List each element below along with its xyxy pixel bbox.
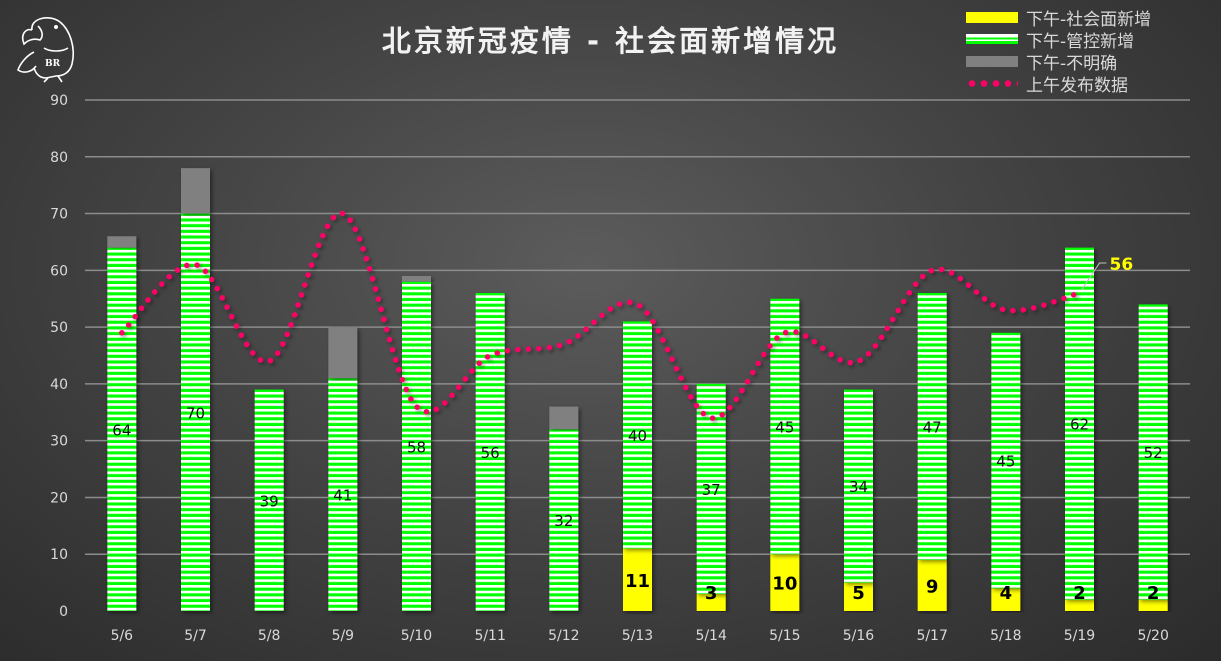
legend-swatch-gray (966, 55, 1018, 67)
bar-label-controlled: 58 (407, 438, 426, 456)
bar-label-controlled: 40 (628, 427, 647, 445)
bar-controlled (770, 298, 800, 555)
bar-social (991, 588, 1021, 611)
x-tick-label: 5/15 (769, 628, 800, 644)
bar-unclear (402, 276, 431, 282)
x-tick-label: 5/7 (184, 628, 207, 644)
bar-controlled (402, 281, 431, 611)
legend-label: 下午-社会面新增 (1026, 9, 1152, 30)
bar-label-controlled: 41 (333, 487, 352, 505)
y-tick-label: 10 (50, 547, 68, 563)
legend-item-morning: 上午发布数据 (966, 72, 1151, 96)
logo-text: BR (45, 59, 61, 69)
x-tick-label: 5/9 (332, 628, 355, 644)
line-morning-data (119, 210, 1083, 421)
y-tick-label: 80 (50, 150, 68, 166)
y-tick-label: 30 (50, 434, 68, 450)
bar-controlled (1138, 304, 1168, 600)
bar-label-social: 11 (625, 571, 650, 592)
y-tick-label: 40 (50, 377, 68, 393)
x-tick-label: 5/10 (401, 628, 432, 644)
x-tick-label: 5/16 (843, 628, 875, 644)
bar-controlled (254, 389, 284, 611)
y-tick-label: 0 (59, 604, 68, 620)
bar-social (623, 548, 652, 611)
x-tick-label: 5/20 (1137, 628, 1168, 644)
bar-controlled (917, 293, 947, 560)
x-tick-label: 5/11 (474, 628, 505, 644)
bar-label-controlled: 39 (260, 492, 279, 510)
legend-label: 上午发布数据 (1026, 75, 1128, 96)
bar-social (770, 554, 800, 611)
x-tick-label: 5/8 (258, 628, 281, 644)
x-tick-label: 5/18 (990, 628, 1021, 644)
y-tick-label: 90 (50, 93, 68, 109)
bar-label-social: 9 (926, 576, 939, 597)
end-label-leader (1081, 262, 1107, 291)
x-tick-label: 5/13 (622, 628, 653, 644)
legend-label: 下午-不明确 (1026, 53, 1118, 74)
chart-title: 北京新冠疫情 - 社会面新增情况 (381, 24, 840, 58)
bar-unclear (181, 168, 210, 214)
bar-controlled (328, 378, 358, 611)
bar-label-controlled: 62 (1070, 416, 1089, 434)
bar-social (1138, 599, 1168, 611)
legend-item-social: 下午-社会面新增 (966, 6, 1152, 30)
bar-label-controlled: 32 (554, 512, 573, 530)
bar-controlled (475, 293, 505, 611)
bar-unclear (328, 327, 358, 379)
bar-social (696, 593, 726, 611)
bar-label-social: 4 (1000, 583, 1013, 604)
bar-controlled (623, 321, 652, 549)
bar-label-controlled: 56 (481, 444, 500, 462)
bar-label-controlled: 52 (1144, 444, 1163, 462)
y-tick-label: 50 (50, 320, 68, 336)
bar-label-controlled: 45 (775, 418, 794, 436)
legend-swatch-yellow (966, 11, 1018, 23)
bar-social (844, 582, 873, 611)
y-tick-label: 60 (50, 263, 68, 279)
bar-label-social: 2 (1147, 583, 1160, 604)
bar-label-controlled: 64 (112, 421, 131, 439)
bar-label-controlled: 45 (996, 453, 1015, 471)
legend: 下午-社会面新增 下午-管控新增 下午-不明确 上午发布数据 (966, 6, 1152, 96)
bar-label-social: 10 (772, 574, 797, 595)
bar-controlled (107, 247, 137, 611)
x-tick-label: 5/19 (1064, 628, 1095, 644)
parrot-logo: BR (10, 8, 82, 87)
legend-item-unclear: 下午-不明确 (966, 50, 1151, 74)
bar-label-social: 5 (852, 583, 865, 604)
line-end-label: 56 (1110, 255, 1134, 275)
bar-controlled (181, 213, 210, 612)
bar-controlled (1065, 247, 1094, 600)
legend-item-controlled: 下午-管控新增 (966, 28, 1151, 52)
bar-controlled (844, 389, 873, 583)
bar-controlled (991, 332, 1021, 589)
x-tick-label: 5/6 (111, 628, 134, 644)
bar-unclear (107, 236, 137, 248)
x-tick-label: 5/14 (695, 628, 727, 644)
bar-controlled (549, 429, 579, 611)
bar-label-social: 2 (1073, 583, 1086, 604)
bar-social (917, 559, 947, 611)
legend-swatch-green (966, 34, 1018, 44)
x-tick-label: 5/12 (548, 628, 579, 644)
legend-swatch-dots (966, 77, 1018, 89)
bar-social (1065, 599, 1094, 611)
x-tick-label: 5/17 (916, 628, 947, 644)
y-tick-label: 20 (50, 490, 68, 506)
legend-label: 下午-管控新增 (1026, 31, 1135, 52)
bar-label-controlled: 37 (702, 481, 721, 499)
bar-label-controlled: 34 (849, 478, 868, 496)
bar-label-controlled: 70 (186, 404, 205, 422)
bar-label-social: 3 (705, 583, 718, 604)
bar-label-controlled: 47 (923, 418, 942, 436)
y-tick-label: 70 (50, 207, 68, 223)
bar-unclear (549, 406, 579, 430)
